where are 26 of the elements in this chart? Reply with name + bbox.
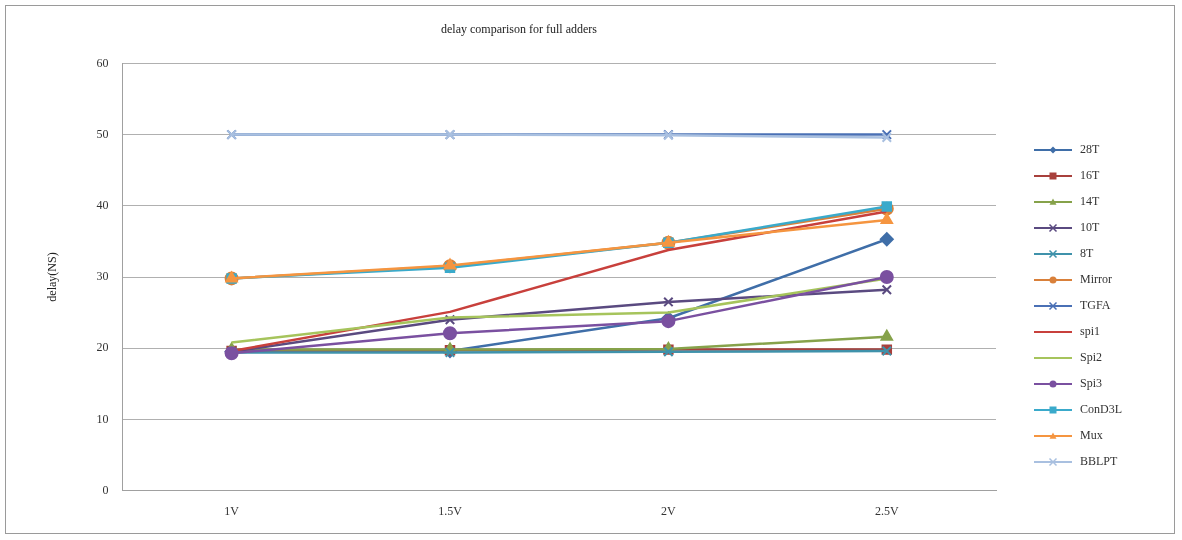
y-tick-label: 50 xyxy=(96,126,109,141)
x-tick-label: 2.5V xyxy=(874,503,899,518)
legend-label: TGFA xyxy=(1080,298,1111,313)
legend-label: 8T xyxy=(1080,246,1094,261)
y-tick-label: 30 xyxy=(96,269,109,284)
y-tick-label: 0 xyxy=(102,482,109,497)
x-tick-label: 2V xyxy=(661,503,677,518)
legend-label: Spi2 xyxy=(1080,350,1103,365)
y-tick-label: 40 xyxy=(96,197,109,212)
legend-label: 10T xyxy=(1080,220,1100,235)
legend-label: 14T xyxy=(1080,194,1100,209)
y-tick-label: 10 xyxy=(96,411,109,426)
legend-label: Mux xyxy=(1080,428,1103,443)
legend-label: 16T xyxy=(1080,168,1100,183)
y-axis-title: delay(NS) xyxy=(45,252,60,302)
legend-label: spi1 xyxy=(1080,324,1101,339)
y-tick-label: 60 xyxy=(96,55,109,70)
x-tick-label: 1V xyxy=(224,503,240,518)
legend-label: Mirror xyxy=(1080,272,1112,287)
legend-label: Spi3 xyxy=(1080,376,1103,391)
legend-label: 28T xyxy=(1080,142,1100,157)
legend-label: ConD3L xyxy=(1080,402,1122,417)
y-tick-label: 20 xyxy=(96,340,109,355)
x-tick-label: 1.5V xyxy=(438,503,463,518)
chart-title: delay comparison for full adders xyxy=(441,22,598,37)
legend-label: BBLPT xyxy=(1080,454,1119,469)
